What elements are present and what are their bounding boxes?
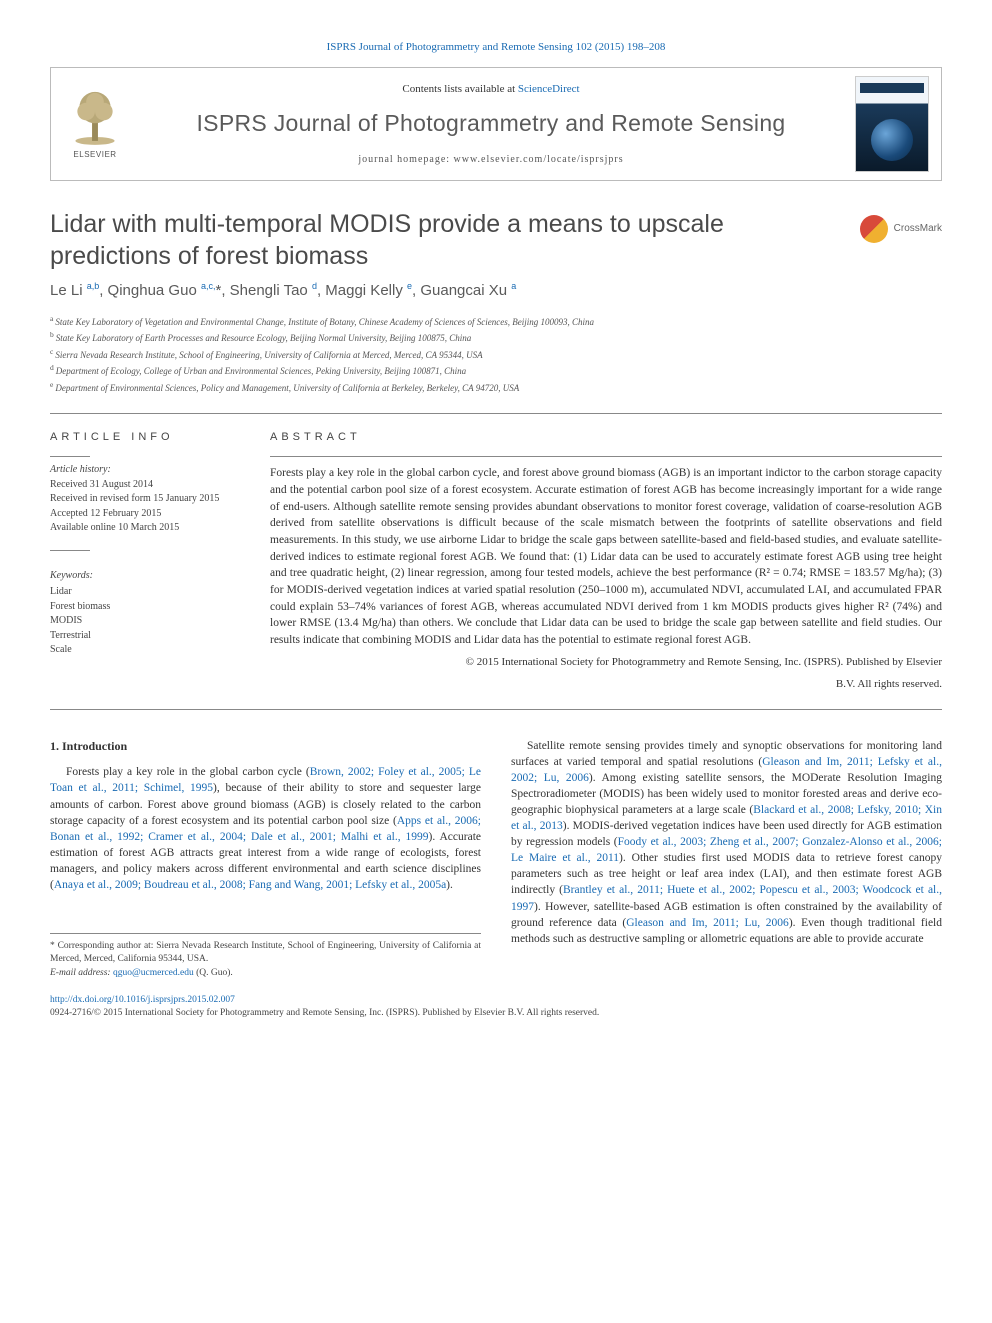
keyword-item: Lidar [50,585,252,600]
body-text: Forests play a key role in the global ca… [66,766,310,778]
affiliation-line: eDepartment of Environmental Sciences, P… [50,379,942,396]
keywords-label: Keywords: [50,569,252,584]
publisher-logo: ELSEVIER [63,88,127,160]
citation-link[interactable]: Gleason and Im, 2011; Lu, 2006 [626,917,789,929]
contents-list-line: Contents lists available at ScienceDirec… [141,82,841,97]
email-link[interactable]: qguo@ucmerced.edu [113,968,194,978]
history-line: Received 31 August 2014 [50,478,252,493]
abstract-copyright-1: © 2015 International Society for Photogr… [270,655,942,671]
keywords-list: LidarForest biomassMODISTerrestrialScale [50,585,252,658]
body-right-column: Satellite remote sensing provides timely… [511,738,942,980]
email-label: E-mail address: [50,968,113,978]
email-line: E-mail address: qguo@ucmerced.edu (Q. Gu… [50,967,481,980]
body-two-column: 1. Introduction Forests play a key role … [50,738,942,980]
keyword-item: Terrestrial [50,629,252,644]
sciencedirect-link[interactable]: ScienceDirect [518,83,580,95]
body-left-column: 1. Introduction Forests play a key role … [50,738,481,980]
keyword-item: MODIS [50,614,252,629]
journal-cover-thumbnail [855,76,929,172]
affiliation-line: cSierra Nevada Research Institute, Schoo… [50,346,942,363]
journal-homepage: journal homepage: www.elsevier.com/locat… [141,153,841,167]
page-footer: http://dx.doi.org/10.1016/j.isprsjprs.20… [50,994,942,1021]
article-info-heading: article info [50,430,252,446]
crossmark-badge[interactable]: CrossMark [860,215,942,243]
elsevier-tree-icon [68,88,122,147]
issn-copyright-line: 0924-2716/© 2015 International Society f… [50,1007,942,1020]
journal-header: ELSEVIER Contents lists available at Sci… [50,67,942,181]
citation-link[interactable]: Anaya et al., 2009; Boudreau et al., 200… [54,879,446,891]
abstract-heading: abstract [270,430,942,446]
history-line: Available online 10 March 2015 [50,521,252,536]
contents-prefix: Contents lists available at [402,83,517,95]
doi-link[interactable]: http://dx.doi.org/10.1016/j.isprsjprs.20… [50,995,235,1005]
top-citation: ISPRS Journal of Photogrammetry and Remo… [50,40,942,55]
article-title: Lidar with multi-temporal MODIS provide … [50,209,840,272]
article-history-label: Article history: [50,463,252,478]
email-owner: (Q. Guo). [194,968,233,978]
intro-paragraph-1: Forests play a key role in the global ca… [50,764,481,893]
abstract-column: abstract Forests play a key role in the … [270,414,942,708]
top-citation-link[interactable]: ISPRS Journal of Photogrammetry and Remo… [327,41,666,53]
crossmark-icon [860,215,888,243]
affiliations: aState Key Laboratory of Vegetation and … [50,313,942,396]
body-text: ). [446,879,453,891]
abstract-text: Forests play a key role in the global ca… [270,465,942,648]
affiliation-line: dDepartment of Ecology, College of Urban… [50,362,942,379]
article-history-lines: Received 31 August 2014Received in revis… [50,478,252,536]
keyword-item: Forest biomass [50,600,252,615]
authors-line: Le Li a,b, Qinghua Guo a,c,*, Shengli Ta… [50,280,942,301]
affiliation-line: bState Key Laboratory of Earth Processes… [50,329,942,346]
article-info-column: article info Article history: Received 3… [50,413,270,708]
abstract-copyright-2: B.V. All rights reserved. [270,677,942,693]
journal-name: ISPRS Journal of Photogrammetry and Remo… [141,107,841,139]
info-abstract-block: article info Article history: Received 3… [50,413,942,709]
intro-paragraph-2: Satellite remote sensing provides timely… [511,738,942,947]
corresponding-author-note: * Corresponding author at: Sierra Nevada… [50,940,481,967]
section-heading-intro: 1. Introduction [50,738,481,755]
affiliation-line: aState Key Laboratory of Vegetation and … [50,313,942,330]
history-line: Accepted 12 February 2015 [50,507,252,522]
history-line: Received in revised form 15 January 2015 [50,492,252,507]
publisher-logo-text: ELSEVIER [73,149,116,160]
keyword-item: Scale [50,643,252,658]
crossmark-label: CrossMark [894,222,942,236]
footnotes: * Corresponding author at: Sierra Nevada… [50,933,481,980]
